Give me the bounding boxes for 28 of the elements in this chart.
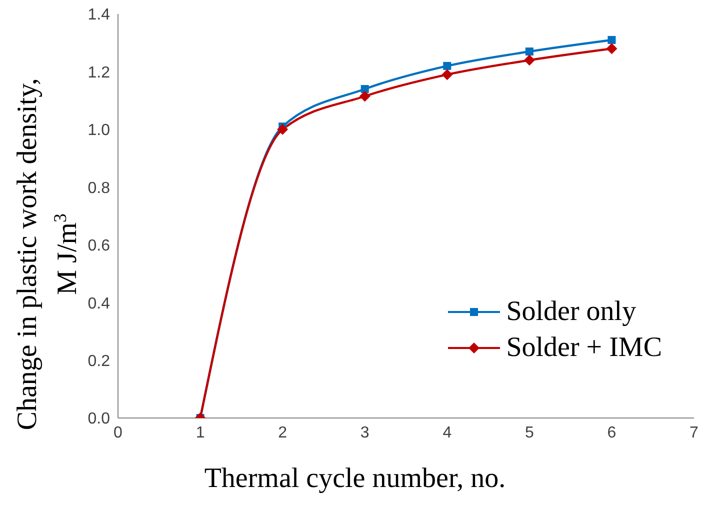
y-tick-label: 0.2 (88, 352, 110, 370)
legend-label: Solder only (506, 296, 636, 328)
point (359, 90, 370, 102)
x-tick-label: 0 (114, 424, 123, 442)
y-tick-label: 0.8 (88, 180, 110, 197)
point (277, 124, 288, 135)
x-tick-label: 6 (607, 424, 616, 442)
x-tick-label: 3 (360, 424, 370, 442)
x-tick-label: 4 (442, 424, 452, 442)
point (443, 62, 452, 70)
point (524, 54, 535, 66)
point (442, 69, 453, 80)
x-axis-title: Thermal cycle number, no. (203, 463, 507, 495)
y-tick-label: 0.4 (88, 295, 110, 312)
legend-label: Solder + IMC (506, 332, 662, 364)
y-tick-label: 0.0 (88, 410, 110, 428)
point (606, 43, 618, 54)
x-tick-label: 1 (196, 424, 205, 442)
point (360, 85, 369, 94)
x-tick-label: 2 (278, 424, 288, 442)
y-tick-label: 1.4 (88, 6, 110, 24)
x-tick-label: 7 (690, 424, 699, 442)
y-tick-label: 1.0 (88, 122, 110, 140)
x-tick-label: 5 (524, 424, 534, 442)
y-tick-label: 1.2 (88, 64, 110, 82)
point (608, 36, 616, 44)
point (525, 48, 534, 56)
y-tick-label: 0.6 (88, 238, 110, 255)
